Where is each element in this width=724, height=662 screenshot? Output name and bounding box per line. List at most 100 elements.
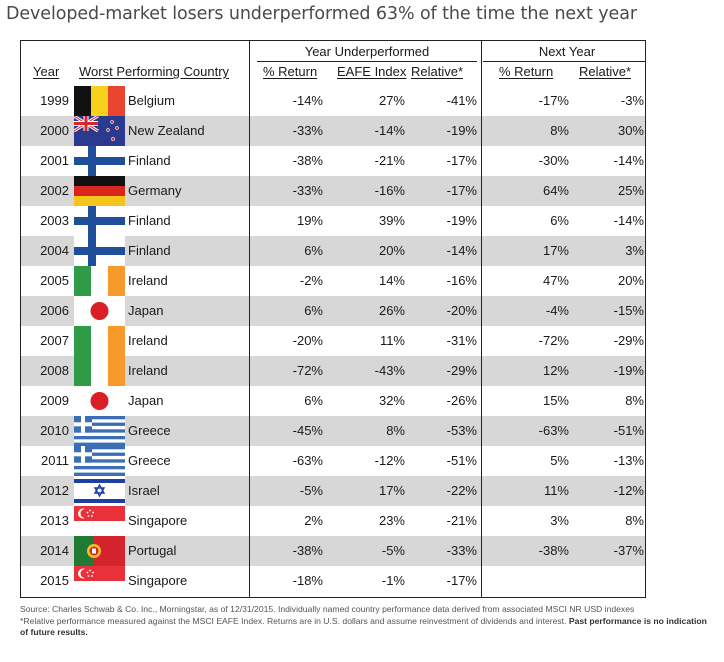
column-divider bbox=[249, 41, 250, 597]
cell-next-return: -63% bbox=[538, 423, 569, 438]
cell-relative: -21% bbox=[446, 513, 477, 528]
cell-relative: -17% bbox=[446, 153, 477, 168]
cell-next-return: -17% bbox=[538, 93, 569, 108]
cell-next-relative: -13% bbox=[613, 453, 644, 468]
table-row: 2009 Japan 6% 32% -26% 15% 8% bbox=[21, 386, 645, 416]
cell-year: 2005 bbox=[40, 273, 69, 288]
cell-eafe: 27% bbox=[378, 93, 405, 108]
cell-return: -5% bbox=[299, 483, 323, 498]
cell-next-relative: 8% bbox=[625, 513, 644, 528]
cell-year: 2002 bbox=[40, 183, 69, 198]
cell-next-relative: -37% bbox=[613, 543, 644, 558]
greece-flag-icon bbox=[74, 446, 125, 476]
cell-relative: -19% bbox=[446, 123, 477, 138]
singapore-flag-icon bbox=[74, 506, 125, 536]
cell-country: Japan bbox=[128, 303, 164, 318]
cell-country: Finland bbox=[128, 153, 171, 168]
table-row: 2015 Singapore -18% -1% -17% bbox=[21, 566, 645, 596]
ireland-flag-icon bbox=[74, 356, 125, 386]
group-underline bbox=[483, 61, 645, 62]
table-row: 2005 Ireland -2% 14% -16% 47% 20% bbox=[21, 266, 645, 296]
cell-year: 2008 bbox=[40, 363, 69, 378]
cell-country: Japan bbox=[128, 393, 164, 408]
cell-next-return: 64% bbox=[542, 183, 569, 198]
cell-next-return: 5% bbox=[550, 453, 569, 468]
cell-year: 2000 bbox=[40, 123, 69, 138]
col-header-eafe: EAFE Index bbox=[337, 64, 407, 79]
table-row: 2004 Finland 6% 20% -14% 17% 3% bbox=[21, 236, 645, 266]
cell-year: 2009 bbox=[40, 393, 69, 408]
cell-next-return bbox=[491, 566, 569, 596]
relative-note: *Relative performance measured against t… bbox=[20, 615, 707, 638]
cell-return: 6% bbox=[304, 243, 323, 258]
cell-next-return: -38% bbox=[538, 543, 569, 558]
table-row: 2002 Germany -33% -16% -17% 64% 25% bbox=[21, 176, 645, 206]
finland-flag-icon bbox=[74, 146, 125, 176]
cell-relative: -17% bbox=[446, 573, 477, 588]
source-note: Source: Charles Schwab & Co. Inc., Morni… bbox=[20, 604, 635, 614]
cell-next-return: -4% bbox=[545, 303, 569, 318]
column-divider bbox=[481, 41, 482, 597]
cell-return: -38% bbox=[292, 153, 323, 168]
cell-year: 2003 bbox=[40, 213, 69, 228]
cell-relative: -14% bbox=[446, 243, 477, 258]
cell-next-return: 15% bbox=[542, 393, 569, 408]
cell-next-relative: -14% bbox=[613, 213, 644, 228]
cell-country: Portugal bbox=[128, 543, 177, 558]
group-underline bbox=[257, 61, 477, 62]
cell-year: 2010 bbox=[40, 423, 69, 438]
cell-year: 2007 bbox=[40, 333, 69, 348]
israel-flag-icon bbox=[74, 476, 125, 506]
portugal-flag-icon bbox=[74, 536, 125, 566]
cell-next-return: 3% bbox=[550, 513, 569, 528]
cell-eafe: -5% bbox=[381, 543, 405, 558]
cell-year: 2001 bbox=[40, 153, 69, 168]
ireland-flag-icon bbox=[74, 326, 125, 356]
disclaimer: Past performance is no indication of fut… bbox=[20, 615, 707, 638]
col-header-next-relative: Relative* bbox=[579, 64, 632, 79]
japan-flag-icon bbox=[74, 296, 125, 326]
cell-country: Ireland bbox=[128, 363, 168, 378]
cell-country: Singapore bbox=[128, 573, 188, 588]
cell-next-return: 12% bbox=[542, 363, 569, 378]
cell-next-relative: 8% bbox=[625, 393, 644, 408]
new-zealand-flag-icon bbox=[74, 116, 125, 146]
table-row: 2014 Portugal -38% -5% -33% -38% -37% bbox=[21, 536, 645, 566]
col-header-next-return: % Return bbox=[499, 64, 554, 79]
cell-next-relative: -15% bbox=[613, 303, 644, 318]
cell-return: -2% bbox=[299, 273, 323, 288]
cell-next-relative: -51% bbox=[613, 423, 644, 438]
cell-next-relative: -29% bbox=[613, 333, 644, 348]
cell-relative: -29% bbox=[446, 363, 477, 378]
cell-relative: -41% bbox=[446, 93, 477, 108]
cell-year: 2015 bbox=[40, 573, 69, 588]
table-row: 2012 Israel -5% 17% -22% 11% -12% bbox=[21, 476, 645, 506]
cell-return: 6% bbox=[304, 303, 323, 318]
cell-next-relative bbox=[573, 566, 644, 596]
cell-eafe: 11% bbox=[379, 333, 405, 348]
singapore-flag-icon bbox=[74, 566, 125, 596]
cell-country: Germany bbox=[128, 183, 182, 198]
cell-relative: -53% bbox=[446, 423, 477, 438]
cell-return: -33% bbox=[292, 183, 323, 198]
cell-eafe: -43% bbox=[374, 363, 405, 378]
cell-return: -14% bbox=[292, 93, 323, 108]
table-row: 2006 Japan 6% 26% -20% -4% -15% bbox=[21, 296, 645, 326]
cell-country: Belgium bbox=[128, 93, 175, 108]
col-header-year: Year bbox=[33, 64, 60, 79]
finland-flag-icon bbox=[74, 236, 125, 266]
cell-next-return: 17% bbox=[542, 243, 569, 258]
cell-eafe: -14% bbox=[374, 123, 405, 138]
cell-relative: -22% bbox=[446, 483, 477, 498]
cell-next-return: 11% bbox=[543, 483, 569, 498]
cell-relative: -17% bbox=[446, 183, 477, 198]
cell-year: 2012 bbox=[40, 483, 69, 498]
table-row: 2013 Singapore 2% 23% -21% 3% 8% bbox=[21, 506, 645, 536]
cell-relative: -31% bbox=[446, 333, 477, 348]
cell-country: Greece bbox=[128, 423, 171, 438]
page-title: Developed-market losers underperformed 6… bbox=[6, 4, 637, 24]
cell-country: Finland bbox=[128, 243, 171, 258]
cell-country: Ireland bbox=[128, 273, 168, 288]
col-header-return: % Return bbox=[263, 64, 318, 79]
cell-return: -20% bbox=[292, 333, 323, 348]
